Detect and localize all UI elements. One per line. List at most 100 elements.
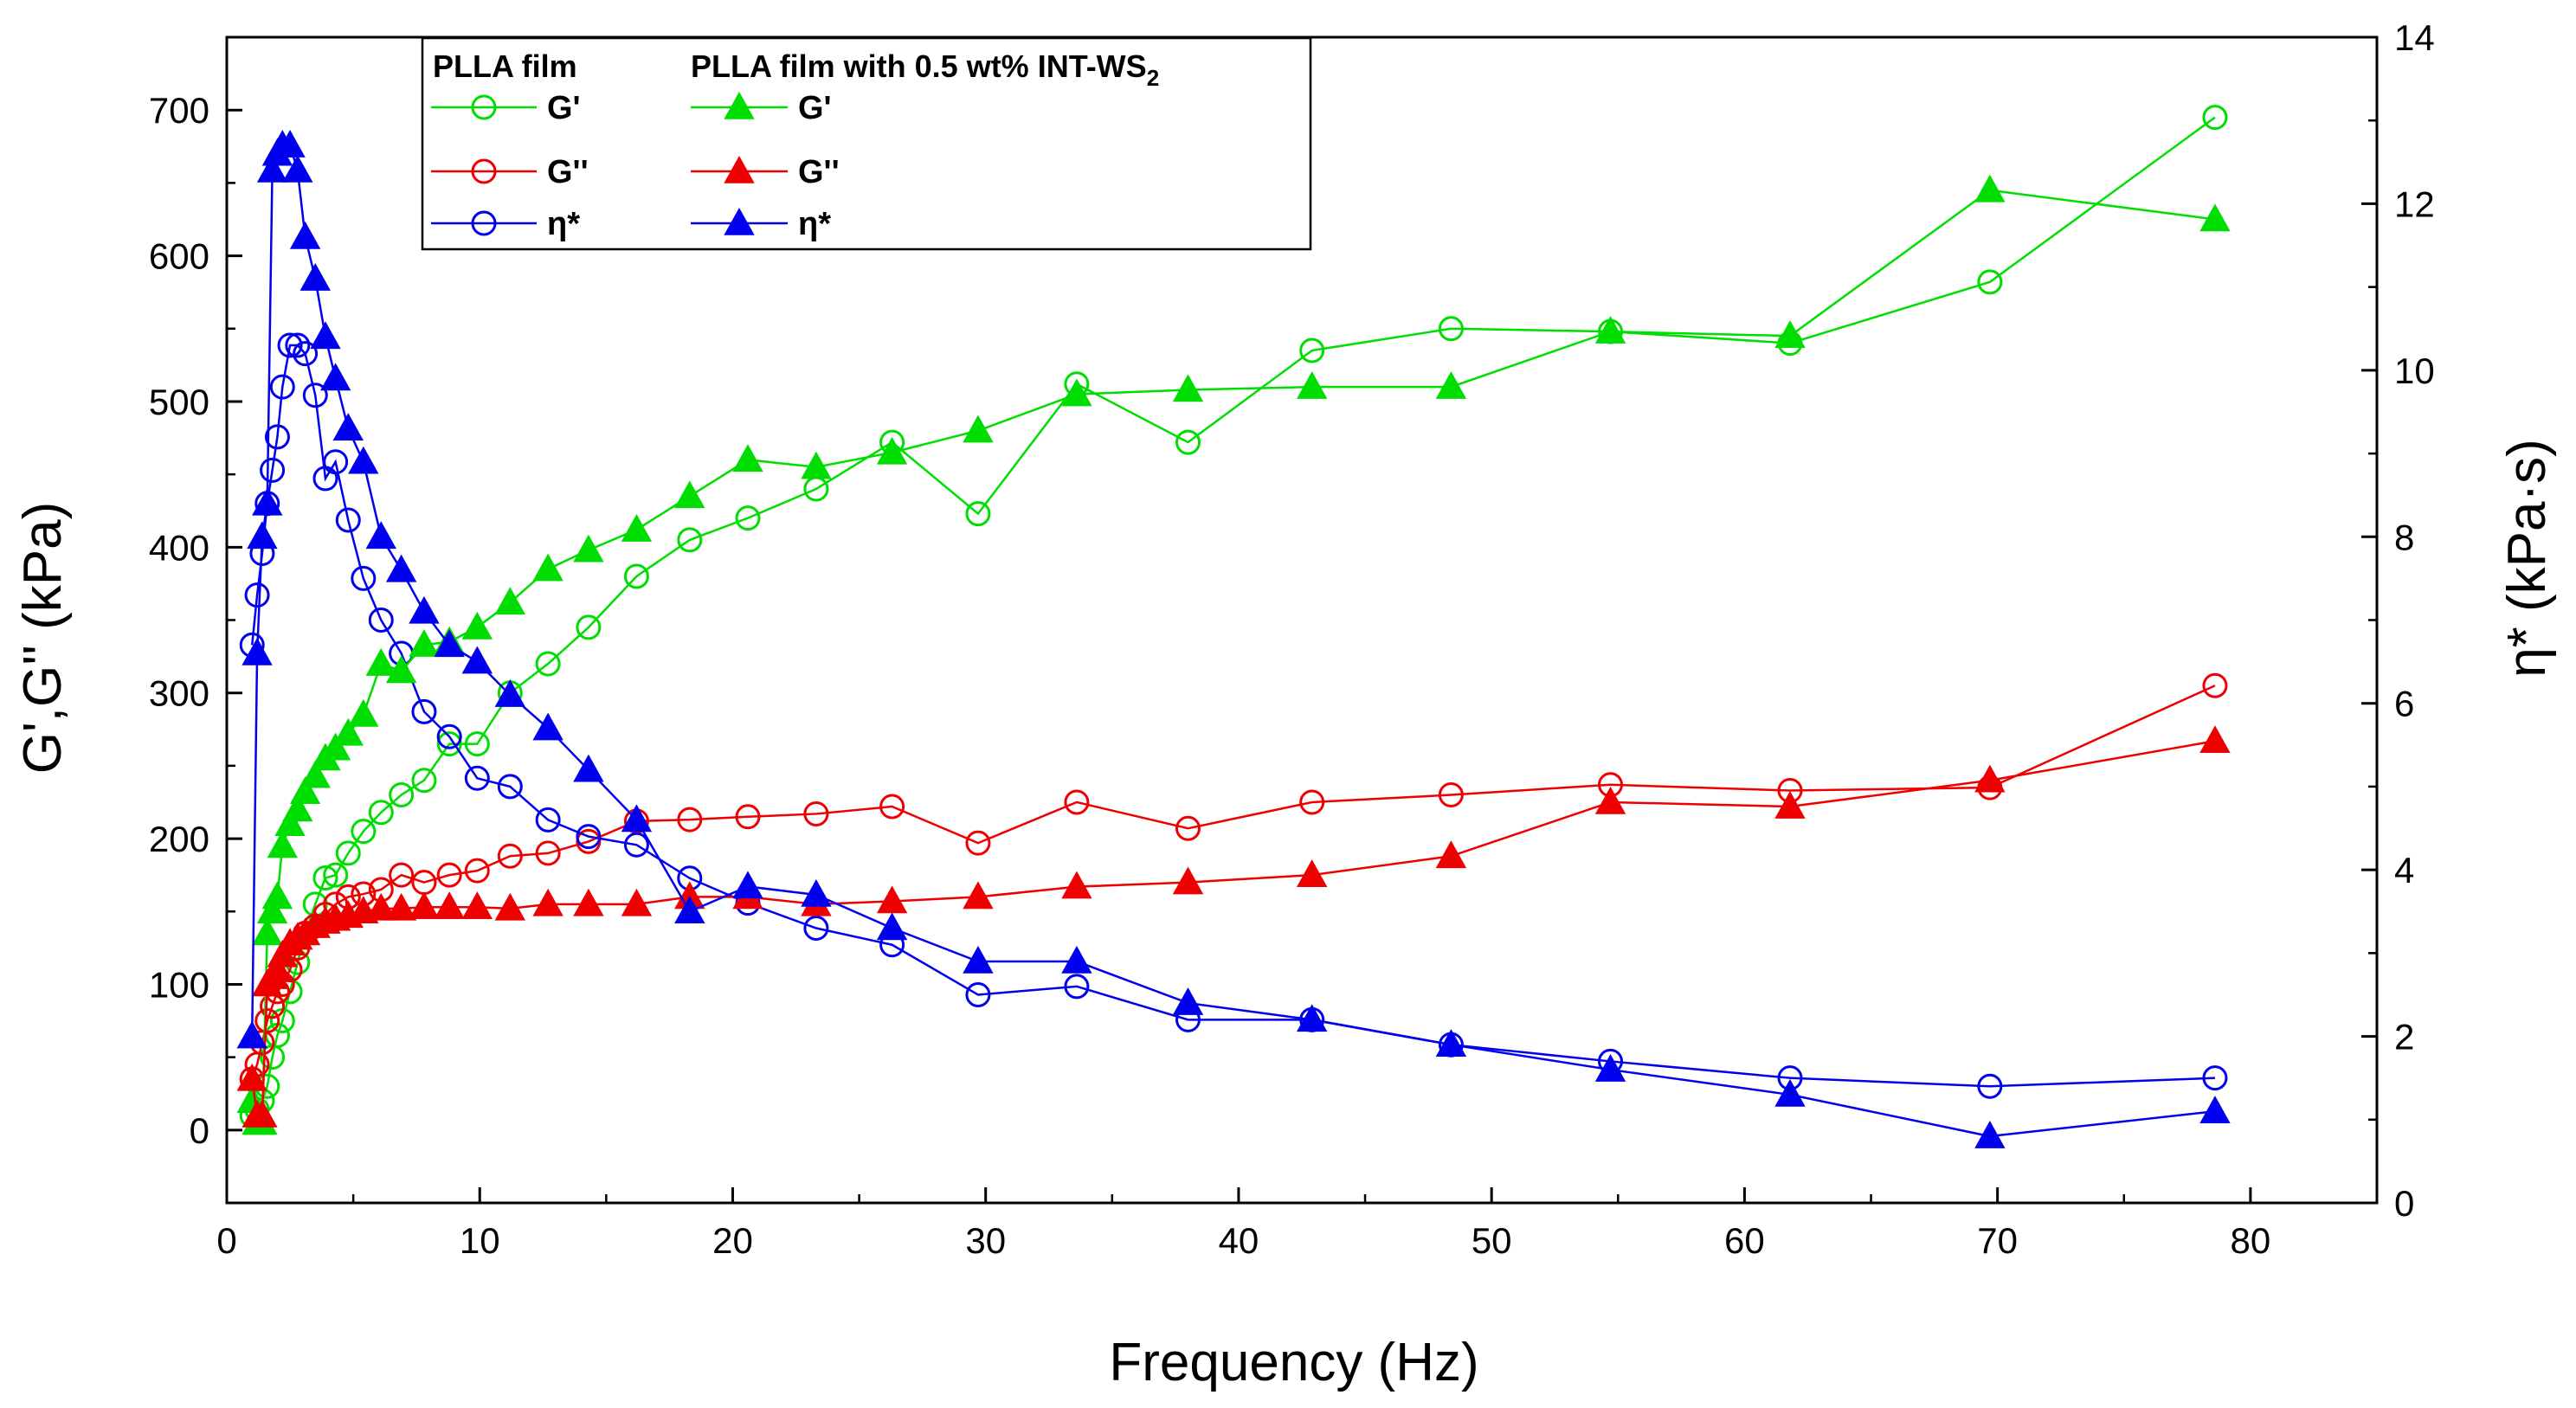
data-point (385, 554, 417, 582)
y-left-tick-label: 500 (149, 382, 209, 422)
data-point (1435, 840, 1467, 869)
data-point (963, 415, 994, 443)
legend-entry: G' (431, 90, 581, 126)
y-right-tick-label: 0 (2394, 1183, 2414, 1224)
legend-entry: G'' (431, 154, 589, 190)
data-point (323, 862, 349, 888)
y-left-tick-label: 0 (190, 1110, 209, 1151)
axes-layer: 0 10 20 30 40 50 60 70 80 0 100 200 300 400 500 600 700 0… (149, 17, 2435, 1261)
data-point (267, 830, 298, 858)
data-point (732, 444, 763, 473)
legend-entries: G' G'' η* G' G'' η* (431, 90, 840, 242)
data-point (411, 768, 437, 794)
data-point (335, 507, 361, 533)
data-point (1175, 815, 1201, 841)
data-point (260, 457, 286, 483)
data-point (289, 221, 321, 249)
data-point (1296, 371, 1328, 399)
data-point (411, 698, 437, 724)
y-left-tick-label: 100 (149, 964, 209, 1005)
data-point (385, 892, 417, 921)
data-point (310, 321, 341, 350)
data-point (464, 858, 490, 884)
data-point (1064, 789, 1090, 815)
data-point (535, 651, 561, 677)
data-point (409, 595, 440, 624)
data-point (497, 774, 523, 800)
data-point (1594, 786, 1626, 814)
data-point (532, 553, 564, 582)
data-point (323, 449, 349, 475)
y-left-tick-label: 700 (149, 90, 209, 131)
data-point (1061, 945, 1092, 974)
data-point (2199, 725, 2231, 754)
data-point (351, 819, 377, 845)
data-point (299, 262, 331, 291)
legend-header-subscript: 2 (1147, 65, 1159, 91)
data-point (277, 332, 303, 358)
series-2 (239, 332, 2228, 1099)
x-tick-label: 60 (1724, 1220, 1765, 1261)
data-point (1296, 1004, 1328, 1032)
data-point (389, 862, 415, 888)
data-point (623, 832, 649, 858)
data-point (332, 717, 364, 746)
data-point (535, 840, 561, 866)
data-point (965, 501, 991, 527)
data-point (801, 451, 832, 479)
data-point (1172, 374, 1204, 402)
data-point (497, 843, 523, 869)
legend-box (421, 36, 1312, 251)
data-point (385, 655, 417, 684)
x-tick-label: 80 (2231, 1220, 2271, 1261)
series-line (251, 189, 2216, 1124)
data-point (368, 608, 394, 633)
data-point (879, 794, 905, 820)
data-point (576, 824, 602, 850)
data-point (261, 881, 293, 910)
data-point (965, 981, 991, 1007)
data-point (365, 647, 396, 676)
data-point (1435, 1029, 1467, 1057)
data-point (293, 341, 319, 367)
data-point (1977, 1073, 2003, 1099)
data-point (677, 807, 703, 833)
series-layer (236, 105, 2231, 1148)
legend-marker (724, 207, 755, 235)
data-point (1974, 174, 2006, 203)
legend-marker (471, 210, 497, 236)
data-point (365, 892, 396, 921)
data-point (252, 917, 283, 946)
data-point (1064, 974, 1090, 1000)
data-point (573, 888, 604, 916)
series-line (250, 740, 2216, 1117)
y-left-tick-label: 300 (149, 673, 209, 714)
data-point (319, 732, 351, 761)
legend-label: G'' (798, 154, 840, 190)
data-point (621, 514, 653, 542)
x-tick-label: 20 (712, 1220, 753, 1261)
x-tick-label: 40 (1219, 1220, 1259, 1261)
data-point (1299, 338, 1325, 363)
legend: PLLA film PLLA film with 0.5 wt% INT-WS2… (421, 36, 1312, 251)
data-point (532, 888, 564, 916)
data-point (332, 413, 364, 441)
data-point (2202, 1065, 2228, 1091)
series-4 (236, 725, 2231, 1128)
legend-label: η* (547, 206, 580, 242)
data-point (2202, 672, 2228, 698)
data-point (409, 891, 440, 919)
data-point (236, 1020, 267, 1049)
data-point (1977, 269, 2003, 295)
data-point (2202, 105, 2228, 131)
y-left-tick-label: 200 (149, 819, 209, 859)
series-line (250, 344, 2216, 1088)
data-point (965, 830, 991, 856)
legend-label: η* (798, 206, 831, 242)
data-point (803, 800, 829, 826)
data-point (1774, 1078, 1806, 1107)
data-point (282, 154, 313, 183)
data-point (677, 527, 703, 553)
x-tick-label: 10 (460, 1220, 500, 1261)
data-point (348, 698, 379, 727)
